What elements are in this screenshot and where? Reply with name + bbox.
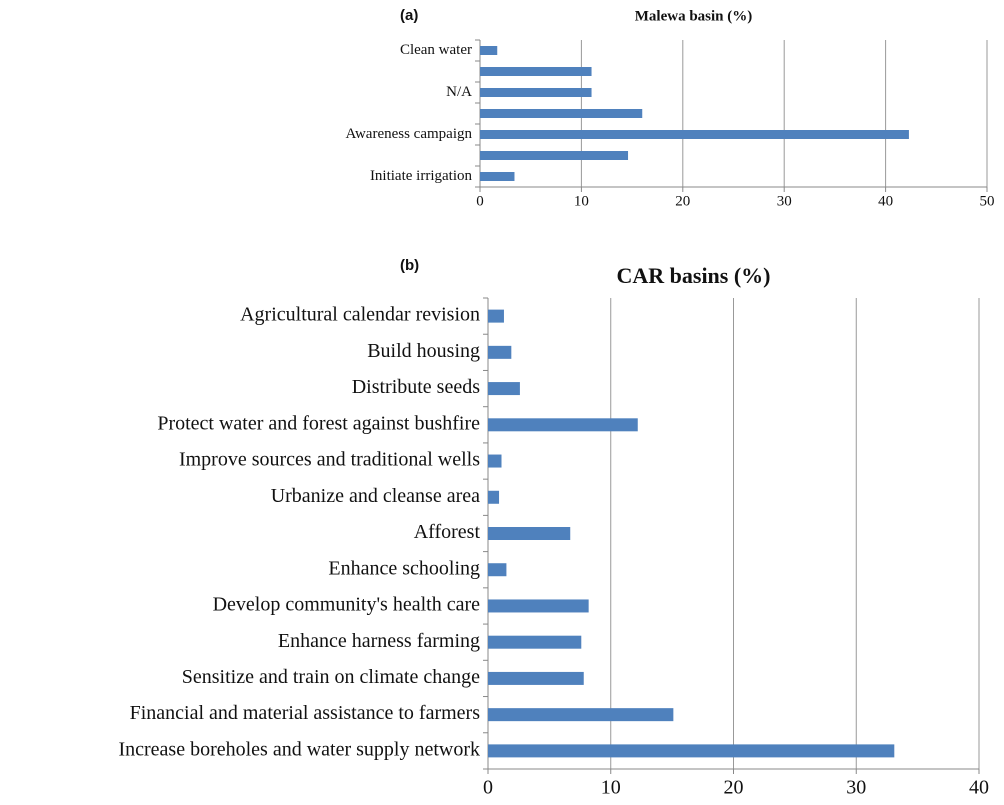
x-tick-label: 10	[601, 777, 621, 799]
y-tick-label: Improve sources and traditional wells	[179, 449, 480, 471]
chart-title: CAR basins (%)	[616, 263, 770, 288]
x-tick-label: 50	[980, 193, 995, 209]
x-tick-label: 10	[574, 193, 589, 209]
y-tick-label: Enhance schooling	[328, 557, 480, 579]
bar	[488, 454, 502, 468]
bar	[480, 151, 629, 160]
bar	[480, 88, 592, 97]
x-tick-label: 0	[476, 193, 484, 209]
bar	[480, 46, 498, 55]
bar	[480, 130, 909, 139]
bar	[480, 67, 592, 76]
y-tick-label: Clean water	[400, 42, 472, 58]
y-tick-label: Financial and material assistance to far…	[130, 702, 481, 724]
bar	[488, 708, 674, 722]
y-tick-label: Urbanize and cleanse area	[271, 485, 480, 507]
y-tick-label: Awareness campaign	[346, 126, 473, 142]
x-tick-label: 20	[675, 193, 690, 209]
y-tick-label: Agricultural calendar revision	[240, 304, 480, 326]
y-tick-label: N/A	[446, 84, 472, 100]
bar	[488, 599, 589, 613]
y-tick-label: Build housing	[367, 340, 480, 362]
y-tick-label: Distribute seeds	[352, 376, 481, 398]
x-tick-label: 20	[724, 777, 744, 799]
x-tick-label: 40	[969, 777, 989, 799]
panel-label: (b)	[400, 257, 419, 274]
y-tick-label: Sensitize and train on climate change	[182, 666, 480, 688]
chart-title: Malewa basin (%)	[635, 8, 753, 24]
bar	[480, 109, 643, 118]
panel-label: (a)	[400, 7, 418, 24]
bar	[488, 309, 504, 323]
bar	[488, 345, 512, 359]
y-tick-label: Develop community's health care	[213, 594, 481, 616]
x-tick-label: 30	[777, 193, 792, 209]
x-tick-label: 0	[483, 777, 493, 799]
bar	[488, 563, 507, 577]
y-tick-label: Initiate irrigation	[370, 168, 473, 184]
bar	[480, 172, 515, 181]
y-tick-label: Afforest	[414, 521, 481, 543]
bar	[488, 490, 500, 504]
x-tick-label: 30	[846, 777, 866, 799]
bar	[488, 635, 582, 649]
bar	[488, 671, 584, 685]
bar	[488, 418, 638, 432]
bar	[488, 744, 895, 758]
x-tick-label: 40	[878, 193, 893, 209]
y-tick-label: Increase boreholes and water supply netw…	[118, 738, 480, 760]
bar	[488, 382, 520, 396]
bar	[488, 527, 571, 540]
y-tick-label: Enhance harness farming	[278, 630, 480, 652]
y-tick-label: Protect water and forest against bushfir…	[157, 412, 480, 434]
